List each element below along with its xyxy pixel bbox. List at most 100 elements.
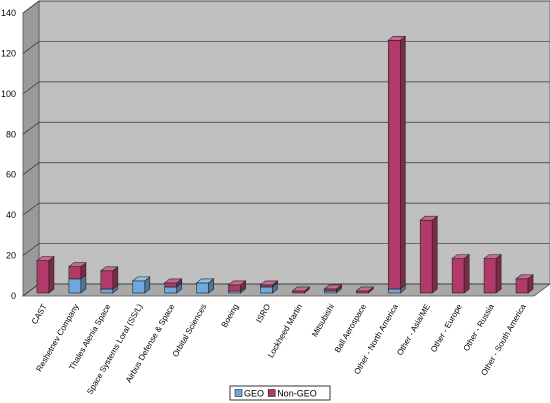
- gridline: [22, 202, 550, 216]
- bar-segment: [451, 254, 471, 294]
- gridline: [22, 162, 550, 175]
- x-category-label: Other - Asia/ME: [395, 302, 432, 357]
- bar-front: [515, 278, 529, 294]
- bar-front: [451, 258, 465, 294]
- y-tick-label: 120: [1, 48, 16, 58]
- x-category-label: ISRO: [254, 303, 272, 325]
- bar-front: [36, 260, 50, 294]
- y-tick-label: 60: [6, 170, 16, 180]
- bar-segment: [259, 280, 279, 288]
- bar-top: [387, 36, 407, 41]
- bar-front: [260, 284, 273, 288]
- gridlines: [22, 0, 550, 297]
- bar-front: [324, 290, 337, 294]
- bar-front: [164, 282, 178, 288]
- bar-front: [483, 258, 497, 294]
- plot-walls: [21, 0, 550, 297]
- bar-segment: [291, 286, 311, 294]
- x-category-label: Boeing: [220, 302, 241, 329]
- gridline: [22, 0, 550, 14]
- bar-top: [163, 278, 183, 284]
- y-axis-ticks: 0 20 40 60 80 100 120 140: [1, 8, 16, 301]
- legend-item: Non-GEO: [267, 389, 317, 399]
- gridline: [22, 41, 550, 54]
- bar-top: [68, 262, 87, 268]
- bar-top: [195, 278, 215, 284]
- legend-swatch: [267, 389, 276, 397]
- bar-side: [431, 215, 438, 294]
- x-category-label: CAST: [30, 303, 49, 326]
- back-wall: [38, 0, 550, 285]
- bar-top: [451, 254, 471, 259]
- bar-top: [99, 266, 119, 272]
- bar-top: [259, 280, 279, 286]
- bar-top: [483, 254, 502, 259]
- bar-top: [36, 256, 55, 261]
- bar-front: [387, 288, 401, 294]
- gridline: [22, 121, 550, 135]
- bar-top: [419, 215, 439, 221]
- bar-side: [399, 35, 406, 290]
- legend-box: [229, 385, 331, 401]
- bar-segment: [419, 215, 439, 294]
- bar-front: [100, 270, 114, 290]
- bar-segment: [195, 278, 215, 294]
- legend: GEO Non-GEO: [229, 385, 331, 401]
- x-category-label: Other - Russia: [462, 302, 496, 353]
- x-category-label: Other - Europe: [429, 302, 464, 354]
- side-wall: [22, 0, 40, 297]
- y-tick-label: 100: [1, 89, 16, 99]
- legend-label: GEO: [244, 389, 264, 399]
- bar-segment: [36, 256, 55, 294]
- bar-segment: [483, 254, 502, 294]
- bar-front: [228, 284, 241, 292]
- y-tick-label: 80: [6, 129, 16, 139]
- x-category-label: Lockheed Martin: [266, 302, 304, 359]
- bar-top: [515, 274, 534, 280]
- bar-top: [227, 280, 247, 286]
- bar-front: [260, 286, 273, 294]
- bar-top: [355, 286, 375, 292]
- bar-side: [48, 256, 55, 294]
- bar-side: [463, 254, 470, 294]
- bar-segment: [227, 280, 247, 292]
- bar-front: [228, 290, 241, 294]
- bar-top: [131, 276, 151, 282]
- bar-segment: [355, 286, 375, 294]
- bar-front: [387, 40, 401, 290]
- bar-front: [164, 286, 178, 294]
- gridline: [22, 243, 550, 256]
- bar-top: [323, 284, 343, 290]
- bar-front: [356, 290, 369, 294]
- y-tick-label: 20: [6, 251, 16, 261]
- legend-item: GEO: [234, 389, 264, 399]
- gridline: [22, 81, 550, 95]
- y-tick-label: 40: [6, 210, 16, 220]
- bar-segment: [515, 274, 534, 294]
- bar-top: [291, 286, 311, 292]
- bar-side: [495, 254, 502, 294]
- bar-front: [68, 278, 82, 294]
- legend-swatch: [234, 389, 243, 397]
- bar-segment: [99, 266, 119, 290]
- bar-segment: [163, 278, 183, 288]
- bar-segment: [131, 276, 151, 294]
- bars: [36, 35, 534, 294]
- bar-front: [324, 288, 337, 292]
- bar-segment: [68, 262, 87, 280]
- bar-segment: [323, 284, 343, 292]
- bar-front: [68, 266, 82, 280]
- bar-front: [100, 288, 114, 294]
- bar-segment: [387, 35, 407, 290]
- x-category-label: Mitsubishi: [310, 302, 336, 338]
- bar-front: [419, 219, 433, 294]
- y-tick-label: 140: [1, 8, 16, 18]
- x-category-label: Space Systems Loral (SS/L): [85, 302, 144, 396]
- x-category-label: Orbital Sciences: [171, 303, 209, 359]
- bar-front: [196, 282, 209, 294]
- bar-front: [292, 290, 305, 294]
- bar-front: [132, 280, 146, 294]
- y-tick-label: 0: [11, 291, 16, 301]
